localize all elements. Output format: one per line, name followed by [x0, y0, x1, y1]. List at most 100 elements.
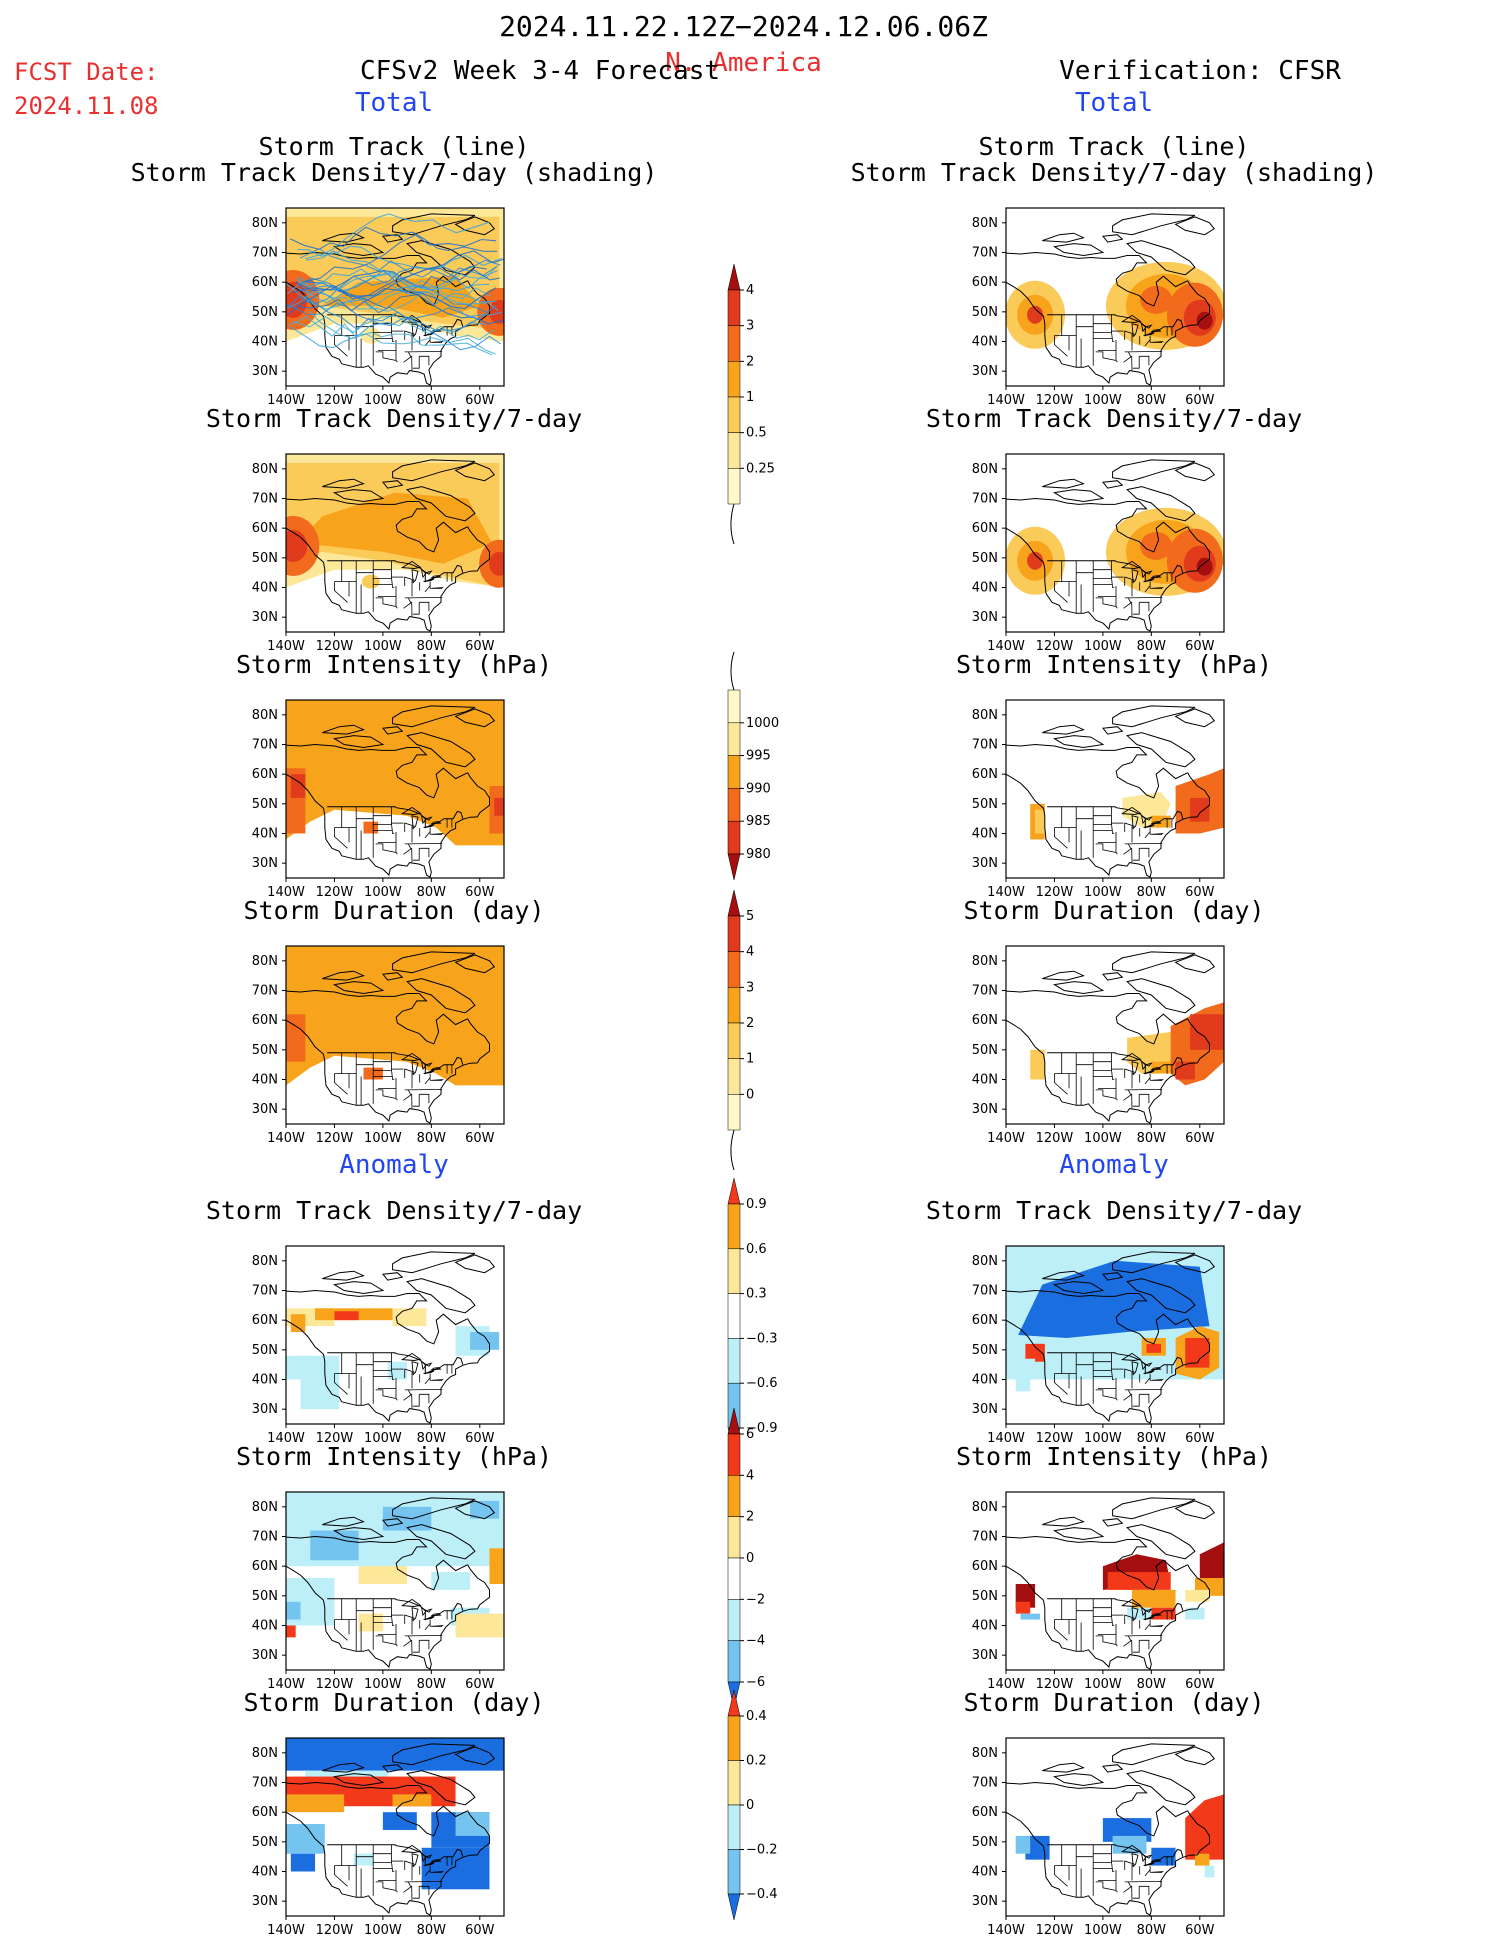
lat-tick-label: 50N	[972, 1043, 998, 1058]
lon-tick-label: 120W	[316, 885, 354, 900]
lon-tick-label: 100W	[1084, 1131, 1122, 1146]
fc-density-title: Storm Track Density/7-day	[205, 404, 583, 433]
fcst-date-label: FCST Date:	[14, 58, 159, 86]
shading-layer	[1006, 1738, 1224, 1916]
lon-tick-label: 60W	[465, 639, 495, 654]
fc-anom-duration-title: Storm Duration (day)	[243, 1688, 545, 1717]
lon-tick-label: 120W	[1036, 1131, 1074, 1146]
lat-tick-label: 40N	[252, 1073, 278, 1088]
lon-tick-label: 60W	[465, 1431, 495, 1446]
lon-tick-label: 80W	[1137, 1431, 1167, 1446]
lon-tick-label: 140W	[267, 1131, 305, 1146]
colorbar-tick-label: −0.6	[746, 1376, 778, 1391]
colorbar-density-anomaly: 0.9 0.6 0.3 −0.3 −0.6 −0.9	[727, 1177, 778, 1455]
colorbar-tick-label: 4	[746, 945, 754, 960]
lon-tick-label: 80W	[417, 1923, 447, 1938]
lat-tick-label: 40N	[972, 1619, 998, 1634]
lon-tick-label: 140W	[267, 393, 305, 408]
lon-tick-label: 100W	[364, 885, 402, 900]
colorbar-tick-label: 990	[746, 781, 771, 796]
colorbar-tick-label: 4	[746, 283, 754, 298]
colorbar-tick-label: 1	[746, 390, 754, 405]
lat-tick-label: 60N	[972, 1805, 998, 1820]
forecast-anomaly-label: Anomaly	[339, 1150, 449, 1180]
lat-tick-label: 50N	[972, 1589, 998, 1604]
lon-tick-label: 140W	[267, 885, 305, 900]
lat-tick-label: 60N	[252, 521, 278, 536]
lon-tick-label: 100W	[1084, 1923, 1122, 1938]
lon-tick-label: 60W	[1185, 1431, 1215, 1446]
lat-tick-label: 80N	[972, 954, 998, 969]
lat-tick-label: 80N	[972, 708, 998, 723]
map-verification-total-7: 80N 70N 60N 50N 40N 30N 140W 120W 100W 80W 60W	[972, 945, 1225, 1146]
fc-anom-intensity-title: Storm Intensity (hPa)	[235, 1442, 553, 1471]
lat-tick-label: 30N	[972, 364, 998, 379]
verification-total-label: Total	[1074, 88, 1154, 118]
map-forecast-total-0: 80N 70N 60N 50N 40N 30N 140W 120W 100W 80W 60W	[252, 207, 505, 408]
lon-tick-label: 140W	[987, 885, 1025, 900]
lon-tick-label: 140W	[267, 1431, 305, 1446]
lat-tick-label: 70N	[252, 1284, 278, 1299]
date-range-title: 2024.11.22.12Z−2024.12.06.06Z	[499, 10, 988, 43]
lat-tick-label: 40N	[252, 1865, 278, 1880]
colorbar-tick-label: 6	[746, 1427, 754, 1442]
colorbar-tick-label: 0.2	[746, 1754, 767, 1769]
map-verification-total-1: 80N 70N 60N 50N 40N 30N 140W 120W 100W 80W 60W	[972, 207, 1225, 408]
colorbar-tick-label: 4	[746, 1468, 754, 1483]
lat-tick-label: 40N	[972, 1865, 998, 1880]
lon-tick-label: 80W	[417, 1677, 447, 1692]
vf-duration-title: Storm Duration (day)	[963, 896, 1265, 925]
lat-tick-label: 60N	[972, 521, 998, 536]
shading-layer	[286, 454, 504, 632]
colorbar-tick-label: 980	[746, 847, 771, 862]
lat-tick-label: 50N	[252, 551, 278, 566]
lat-tick-label: 50N	[252, 305, 278, 320]
forecast-total-label: Total	[354, 88, 434, 118]
shading-layer	[286, 946, 504, 1124]
lon-tick-label: 80W	[1137, 885, 1167, 900]
colorbar-tick-label: 0	[746, 1087, 754, 1102]
lat-tick-label: 80N	[972, 1746, 998, 1761]
lat-tick-label: 70N	[252, 738, 278, 753]
lon-tick-label: 80W	[1137, 639, 1167, 654]
shading-layer	[286, 208, 504, 386]
colorbar-tick-label: 0.9	[746, 1197, 767, 1212]
lon-tick-label: 60W	[1185, 1677, 1215, 1692]
lat-tick-label: 50N	[252, 1043, 278, 1058]
shading-layer	[1006, 700, 1224, 878]
shading-layer	[286, 1246, 504, 1424]
lon-tick-label: 100W	[1084, 639, 1122, 654]
lat-tick-label: 80N	[252, 462, 278, 477]
colorbar-tick-label: −0.2	[746, 1843, 778, 1858]
lat-tick-label: 30N	[252, 1102, 278, 1117]
lat-tick-label: 60N	[252, 767, 278, 782]
lat-tick-label: 60N	[972, 1013, 998, 1028]
lon-tick-label: 120W	[1036, 393, 1074, 408]
map-forecast-anomaly-12: 80N 70N 60N 50N 40N 30N 140W 120W 100W 80W 60W	[252, 1737, 505, 1938]
lon-tick-label: 80W	[1137, 1131, 1167, 1146]
colorbar-tick-label: 0.25	[746, 461, 775, 476]
colorbar-tick-label: 2	[746, 1016, 754, 1031]
colorbar-tick-label: 1	[746, 1052, 754, 1067]
shading-layer	[286, 1738, 504, 1916]
lon-tick-label: 80W	[417, 885, 447, 900]
lon-tick-label: 100W	[364, 393, 402, 408]
colorbar-intensity-total: 1000 995 990 985 980	[727, 651, 779, 881]
colorbar-tick-label: −6	[746, 1675, 765, 1690]
lat-tick-label: 30N	[972, 856, 998, 871]
lat-tick-label: 30N	[252, 610, 278, 625]
lat-tick-label: 40N	[252, 827, 278, 842]
lon-tick-label: 60W	[1185, 885, 1215, 900]
lon-tick-label: 120W	[316, 1677, 354, 1692]
lon-tick-label: 140W	[267, 1923, 305, 1938]
lat-tick-label: 80N	[972, 462, 998, 477]
lat-tick-label: 30N	[972, 1648, 998, 1663]
colorbar-tick-label: 0	[746, 1551, 754, 1566]
lon-tick-label: 60W	[1185, 393, 1215, 408]
lon-tick-label: 140W	[987, 393, 1025, 408]
lon-tick-label: 120W	[1036, 639, 1074, 654]
lon-tick-label: 60W	[465, 1923, 495, 1938]
lon-tick-label: 120W	[316, 1131, 354, 1146]
lon-tick-label: 140W	[987, 1431, 1025, 1446]
lon-tick-label: 60W	[1185, 1131, 1215, 1146]
